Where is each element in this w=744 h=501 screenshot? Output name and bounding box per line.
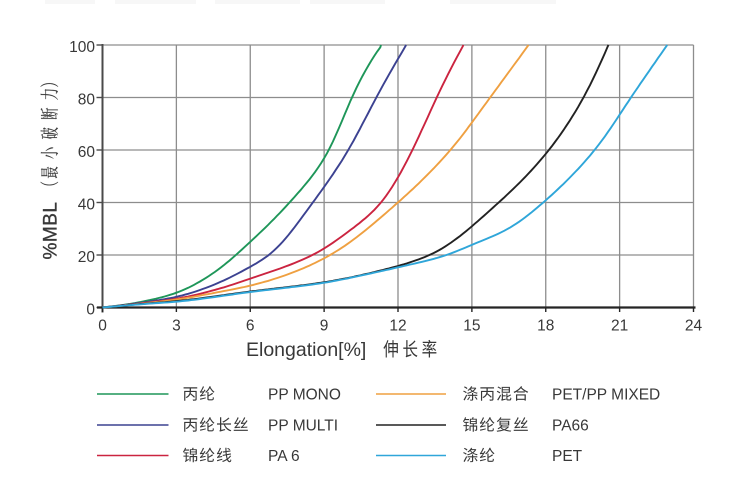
svg-text:6: 6: [246, 318, 255, 335]
svg-text:15: 15: [463, 318, 480, 335]
svg-text:20: 20: [78, 249, 96, 266]
svg-text:0: 0: [86, 301, 95, 318]
svg-text:9: 9: [320, 318, 329, 335]
svg-text:21: 21: [611, 318, 628, 335]
svg-text:PP MULTI: PP MULTI: [268, 417, 338, 434]
svg-text:PET: PET: [552, 448, 583, 465]
svg-text:60: 60: [78, 144, 96, 161]
svg-text:0: 0: [98, 318, 107, 335]
svg-text:%MBL: %MBL: [41, 202, 62, 260]
svg-text:PA 6: PA 6: [268, 448, 300, 465]
svg-text:PA66: PA66: [552, 417, 589, 434]
svg-text:PP MONO: PP MONO: [268, 386, 341, 403]
svg-text:12: 12: [389, 318, 406, 335]
svg-text:40: 40: [78, 196, 96, 213]
svg-text:Elongation[%]: Elongation[%]: [246, 339, 366, 361]
svg-text:24: 24: [685, 318, 703, 335]
svg-text:PET/PP MIXED: PET/PP MIXED: [552, 386, 660, 403]
svg-text:100: 100: [69, 39, 95, 56]
svg-text:3: 3: [172, 318, 181, 335]
svg-text:18: 18: [537, 318, 554, 335]
svg-text:80: 80: [78, 91, 96, 108]
